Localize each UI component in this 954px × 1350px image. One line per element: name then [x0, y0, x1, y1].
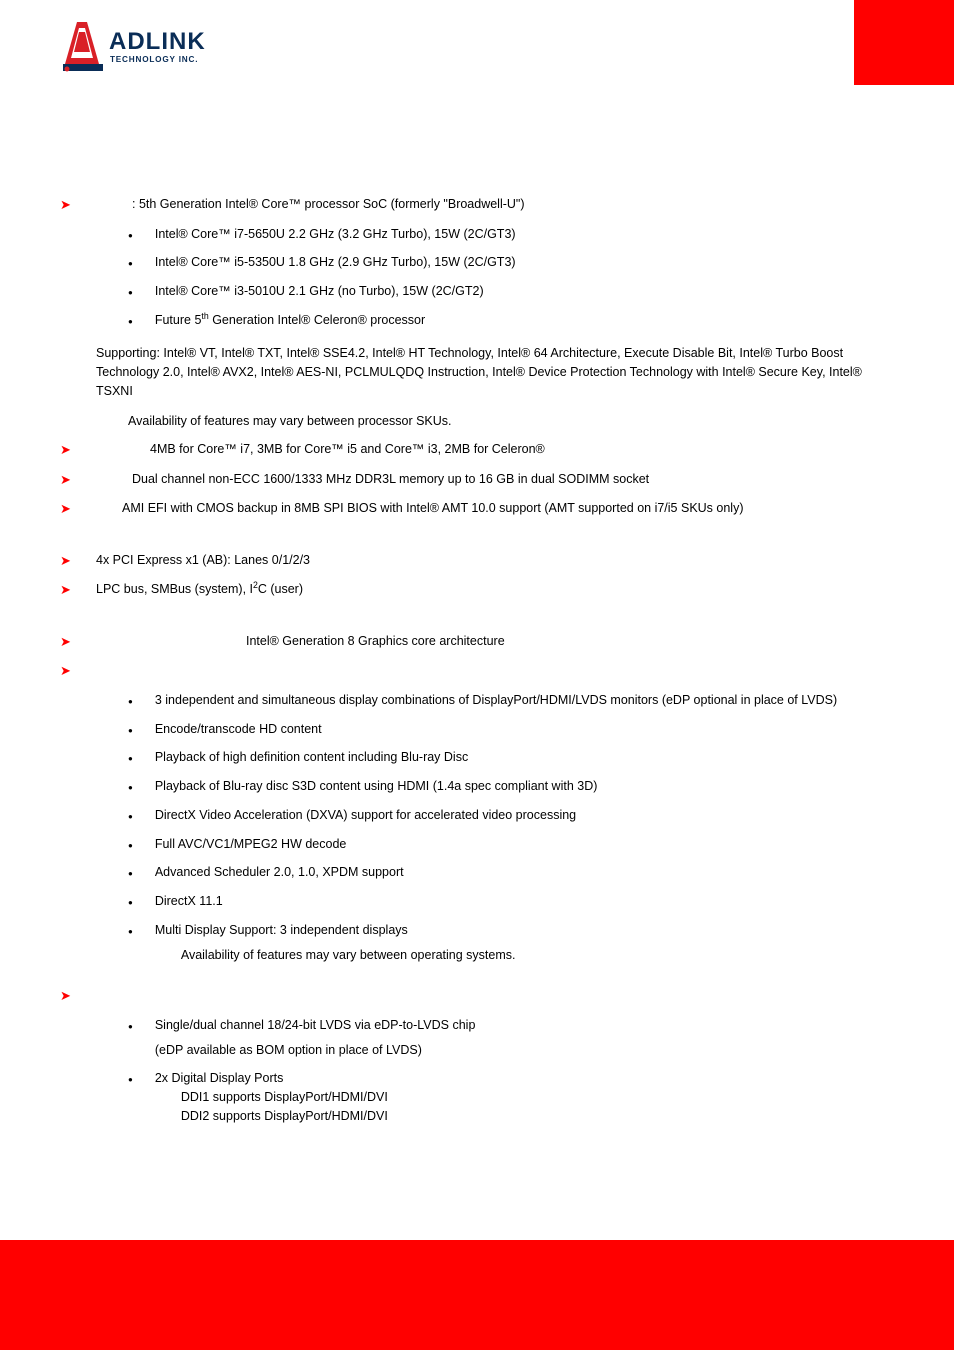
bios-line: ➤ AMI EFI with CMOS backup in 8MB SPI BI… [60, 499, 894, 519]
gpu-features-heading: ➤ [60, 661, 894, 681]
lpc-line: ➤ LPC bus, SMBus (system), I2C (user) [60, 580, 894, 600]
bullet-icon: ● [128, 782, 133, 794]
arrow-icon: ➤ [60, 580, 74, 600]
gpu-feature-list: ● 3 independent and simultaneous display … [128, 691, 894, 965]
bullet-icon: ● [128, 753, 133, 765]
footer-accent [0, 1240, 954, 1350]
display-heading: ➤ [60, 986, 894, 1006]
gpu-feature-text: DirectX 11.1 [155, 892, 894, 911]
arrow-icon: ➤ [60, 195, 74, 215]
lpc-text: LPC bus, SMBus (system), I2C (user) [96, 580, 894, 599]
cpu-list: ● Intel® Core™ i7-5650U 2.2 GHz (3.2 GHz … [128, 225, 894, 330]
gpu-feature-text: Multi Display Support: 3 independent dis… [155, 921, 894, 965]
list-item: ● 3 independent and simultaneous display … [128, 691, 894, 710]
list-item: ● Playback of Blu-ray disc S3D content us… [128, 777, 894, 796]
bullet-icon: ● [128, 725, 133, 737]
pci-text: 4x PCI Express x1 (AB): Lanes 0/1/2/3 [96, 551, 894, 570]
ddi2-text: DDI2 supports DisplayPort/HDMI/DVI [181, 1107, 894, 1126]
lvds-note: (eDP available as BOM option in place of… [155, 1041, 894, 1060]
ddi1-text: DDI1 supports DisplayPort/HDMI/DVI [181, 1088, 894, 1107]
logo-tagline-text: TECHNOLOGY INC. [110, 55, 198, 64]
text: C (user) [258, 582, 303, 596]
memory-line: ➤ Dual channel non-ECC 1600/1333 MHz DDR… [60, 470, 894, 490]
gpu-text: Intel® Generation 8 Graphics core archit… [96, 632, 894, 651]
gpu-feature-text: Encode/transcode HD content [155, 720, 894, 739]
lvds-text: Single/dual channel 18/24-bit LVDS via e… [155, 1016, 894, 1060]
arrow-icon: ➤ [60, 551, 74, 571]
gpu-feature-text: Playback of Blu-ray disc S3D content usi… [155, 777, 894, 796]
list-item: ● Single/dual channel 18/24-bit LVDS via… [128, 1016, 894, 1060]
text: Multi Display Support: 3 independent dis… [155, 923, 408, 937]
cpu-item-text: Intel® Core™ i7-5650U 2.2 GHz (3.2 GHz T… [155, 225, 894, 244]
list-item: ● Encode/transcode HD content [128, 720, 894, 739]
arrow-icon: ➤ [60, 661, 74, 681]
ddi-text: 2x Digital Display Ports DDI1 supports D… [155, 1069, 894, 1125]
cache-text: 4MB for Core™ i7, 3MB for Core™ i5 and C… [96, 440, 894, 459]
top-right-accent [854, 0, 954, 85]
bullet-icon: ● [128, 230, 133, 242]
list-item: ● Intel® Core™ i5-5350U 1.8 GHz (2.9 GHz … [128, 253, 894, 272]
list-item: ● Multi Display Support: 3 independent d… [128, 921, 894, 965]
list-item: ● Intel® Core™ i3-5010U 2.1 GHz (no Turbo… [128, 282, 894, 301]
page: ADLINK TECHNOLOGY INC. ➤ : 5th Generatio… [0, 0, 954, 1240]
gpu-feature-text: Full AVC/VC1/MPEG2 HW decode [155, 835, 894, 854]
list-item: ● Advanced Scheduler 2.0, 1.0, XPDM suppo… [128, 863, 894, 882]
arrow-icon: ➤ [60, 470, 74, 490]
list-item: ● DirectX 11.1 [128, 892, 894, 911]
arrow-icon: ➤ [60, 499, 74, 519]
brand-logo: ADLINK TECHNOLOGY INC. [55, 20, 255, 75]
memory-text: Dual channel non-ECC 1600/1333 MHz DDR3L… [96, 470, 894, 489]
bullet-icon: ● [128, 840, 133, 852]
arrow-icon: ➤ [60, 632, 74, 652]
cpu-intro-text: : 5th Generation Intel® Core™ processor … [96, 195, 894, 214]
gpu-feature-text: 3 independent and simultaneous display c… [155, 691, 894, 710]
cpu-item-text: Intel® Core™ i5-5350U 1.8 GHz (2.9 GHz T… [155, 253, 894, 272]
bullet-icon: ● [128, 316, 133, 328]
bullet-icon: ● [128, 897, 133, 909]
bullet-icon: ● [128, 258, 133, 270]
gpu-feature-text: Playback of high definition content incl… [155, 748, 894, 767]
cpu-celeron-text: Future 5th Generation Intel® Celeron® pr… [155, 311, 894, 330]
list-item: ● Full AVC/VC1/MPEG2 HW decode [128, 835, 894, 854]
text: Future 5 [155, 313, 202, 327]
display-list: ● Single/dual channel 18/24-bit LVDS via… [128, 1016, 894, 1126]
ddi-sublines: DDI1 supports DisplayPort/HDMI/DVI DDI2 … [181, 1088, 894, 1126]
text: th [201, 311, 208, 321]
bios-text: AMI EFI with CMOS backup in 8MB SPI BIOS… [96, 499, 894, 518]
text: Single/dual channel 18/24-bit LVDS via e… [155, 1018, 476, 1032]
list-item: ● DirectX Video Acceleration (DXVA) suppo… [128, 806, 894, 825]
list-item: ● Future 5th Generation Intel® Celeron® p… [128, 311, 894, 330]
list-item: ● Playback of high definition content inc… [128, 748, 894, 767]
arrow-icon: ➤ [60, 440, 74, 460]
bullet-icon: ● [128, 287, 133, 299]
text: 2x Digital Display Ports [155, 1071, 284, 1085]
cpu-item-text: Intel® Core™ i3-5010U 2.1 GHz (no Turbo)… [155, 282, 894, 301]
bullet-icon: ● [128, 696, 133, 708]
logo-brand-text: ADLINK [109, 28, 206, 55]
sku-note: Availability of features may vary betwee… [128, 412, 894, 431]
supporting-paragraph: Supporting: Intel® VT, Intel® TXT, Intel… [96, 344, 894, 402]
text: LPC bus, SMBus (system), I [96, 582, 253, 596]
document-content: ➤ : 5th Generation Intel® Core™ processo… [0, 0, 954, 1126]
bullet-icon: ● [128, 868, 133, 880]
bullet-icon: ● [128, 811, 133, 823]
bullet-icon: ● [128, 1074, 133, 1086]
arrow-icon: ➤ [60, 986, 74, 1006]
cpu-intro-line: ➤ : 5th Generation Intel® Core™ processo… [60, 195, 894, 215]
text: Generation Intel® Celeron® processor [209, 313, 425, 327]
pci-line: ➤ 4x PCI Express x1 (AB): Lanes 0/1/2/3 [60, 551, 894, 571]
os-note: Availability of features may vary betwee… [181, 946, 894, 965]
cache-line: ➤ 4MB for Core™ i7, 3MB for Core™ i5 and… [60, 440, 894, 460]
bullet-icon: ● [128, 926, 133, 938]
bullet-icon: ● [128, 1021, 133, 1033]
list-item: ● 2x Digital Display Ports DDI1 supports… [128, 1069, 894, 1125]
gpu-feature-text: DirectX Video Acceleration (DXVA) suppor… [155, 806, 894, 825]
list-item: ● Intel® Core™ i7-5650U 2.2 GHz (3.2 GHz … [128, 225, 894, 244]
gpu-line: ➤ Intel® Generation 8 Graphics core arch… [60, 632, 894, 652]
gpu-feature-text: Advanced Scheduler 2.0, 1.0, XPDM suppor… [155, 863, 894, 882]
